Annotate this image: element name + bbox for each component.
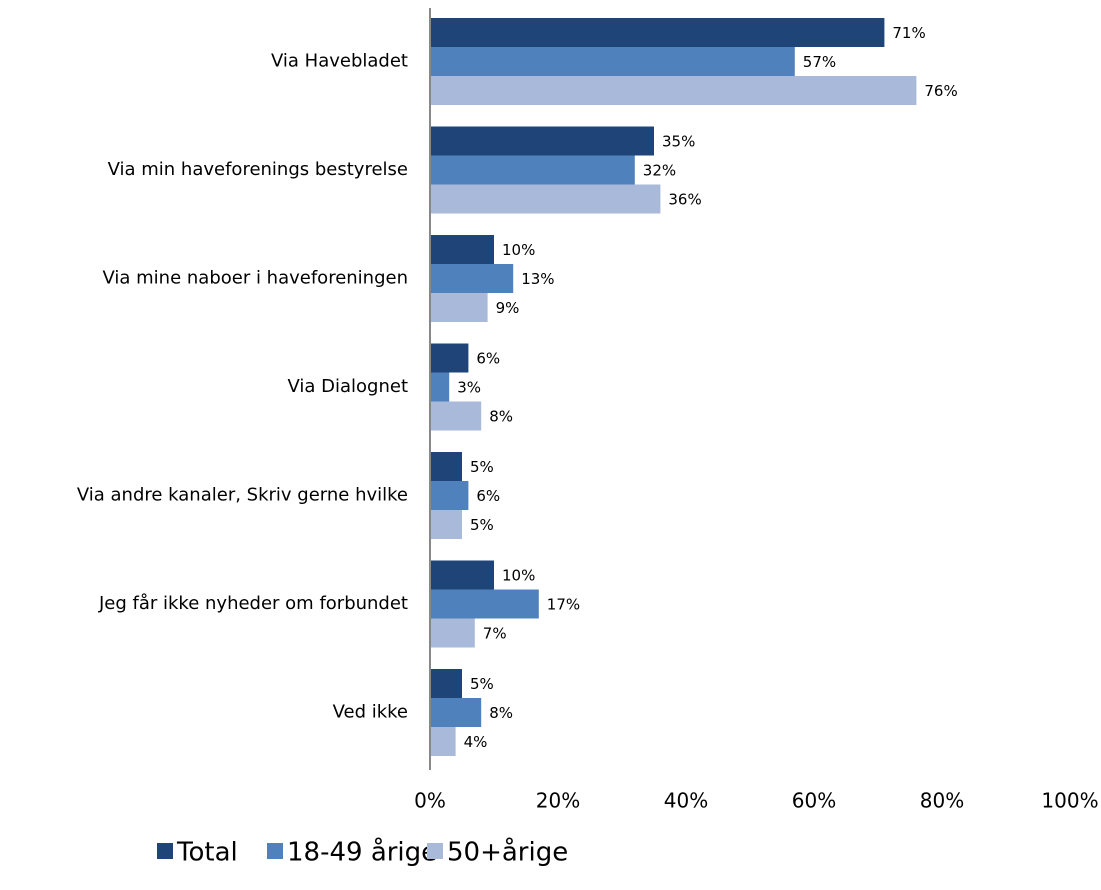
bar (430, 618, 475, 648)
bar (430, 18, 885, 47)
value-label: 13% (521, 270, 554, 288)
value-label: 36% (668, 191, 701, 209)
value-label: 8% (489, 408, 513, 426)
value-label: 71% (892, 24, 925, 42)
value-label: 10% (502, 241, 535, 259)
bar (430, 47, 795, 76)
x-tick-label: 100% (1041, 789, 1098, 813)
value-label: 9% (496, 299, 520, 317)
bar (430, 343, 469, 373)
category-label: Via min haveforenings bestyrelse (108, 159, 408, 180)
legend-swatch (267, 843, 283, 859)
legend-label: 50+årige (447, 837, 568, 868)
legend-label: Total (176, 838, 238, 868)
value-label: 5% (470, 516, 494, 534)
bar (430, 184, 661, 214)
value-label: 10% (502, 567, 535, 585)
bar (430, 155, 635, 185)
value-label: 7% (483, 625, 507, 643)
x-tick-label: 80% (920, 789, 964, 813)
bar (430, 235, 494, 264)
bar (430, 264, 514, 293)
value-label: 6% (476, 487, 500, 505)
legend-swatch (427, 843, 443, 859)
value-label: 5% (470, 675, 494, 693)
value-label: 57% (803, 53, 836, 71)
category-label: Via Havebladet (271, 51, 408, 72)
bar (430, 293, 488, 322)
bar (430, 727, 456, 756)
category-label: Ved ikke (333, 702, 408, 723)
bar (430, 698, 482, 727)
value-label: 17% (547, 596, 580, 614)
x-tick-label: 60% (792, 789, 836, 813)
bar (430, 589, 539, 619)
bar (430, 510, 462, 539)
value-label: 3% (457, 379, 481, 397)
x-tick-label: 40% (664, 789, 708, 813)
bar (430, 126, 654, 156)
bar (430, 481, 469, 510)
value-label: 4% (464, 733, 488, 751)
bar (430, 76, 917, 105)
category-label: Via andre kanaler, Skriv gerne hvilke (77, 485, 408, 506)
value-label: 35% (662, 133, 695, 151)
x-tick-label: 0% (414, 789, 446, 813)
legend-label: 18-49 årige (287, 837, 437, 868)
category-label: Via Dialognet (287, 376, 408, 397)
value-label: 6% (476, 350, 500, 368)
bar (430, 669, 462, 698)
category-label: Via mine naboer i haveforeningen (102, 268, 408, 289)
bar (430, 372, 450, 402)
value-label: 8% (489, 704, 513, 722)
value-label: 76% (924, 82, 957, 100)
x-tick-label: 20% (536, 789, 580, 813)
bar (430, 401, 482, 431)
value-label: 5% (470, 458, 494, 476)
legend-swatch (157, 843, 173, 859)
category-label: Jeg får ikke nyheder om forbundet (98, 593, 408, 614)
bar (430, 560, 494, 590)
value-label: 32% (643, 162, 676, 180)
bar (430, 452, 462, 481)
